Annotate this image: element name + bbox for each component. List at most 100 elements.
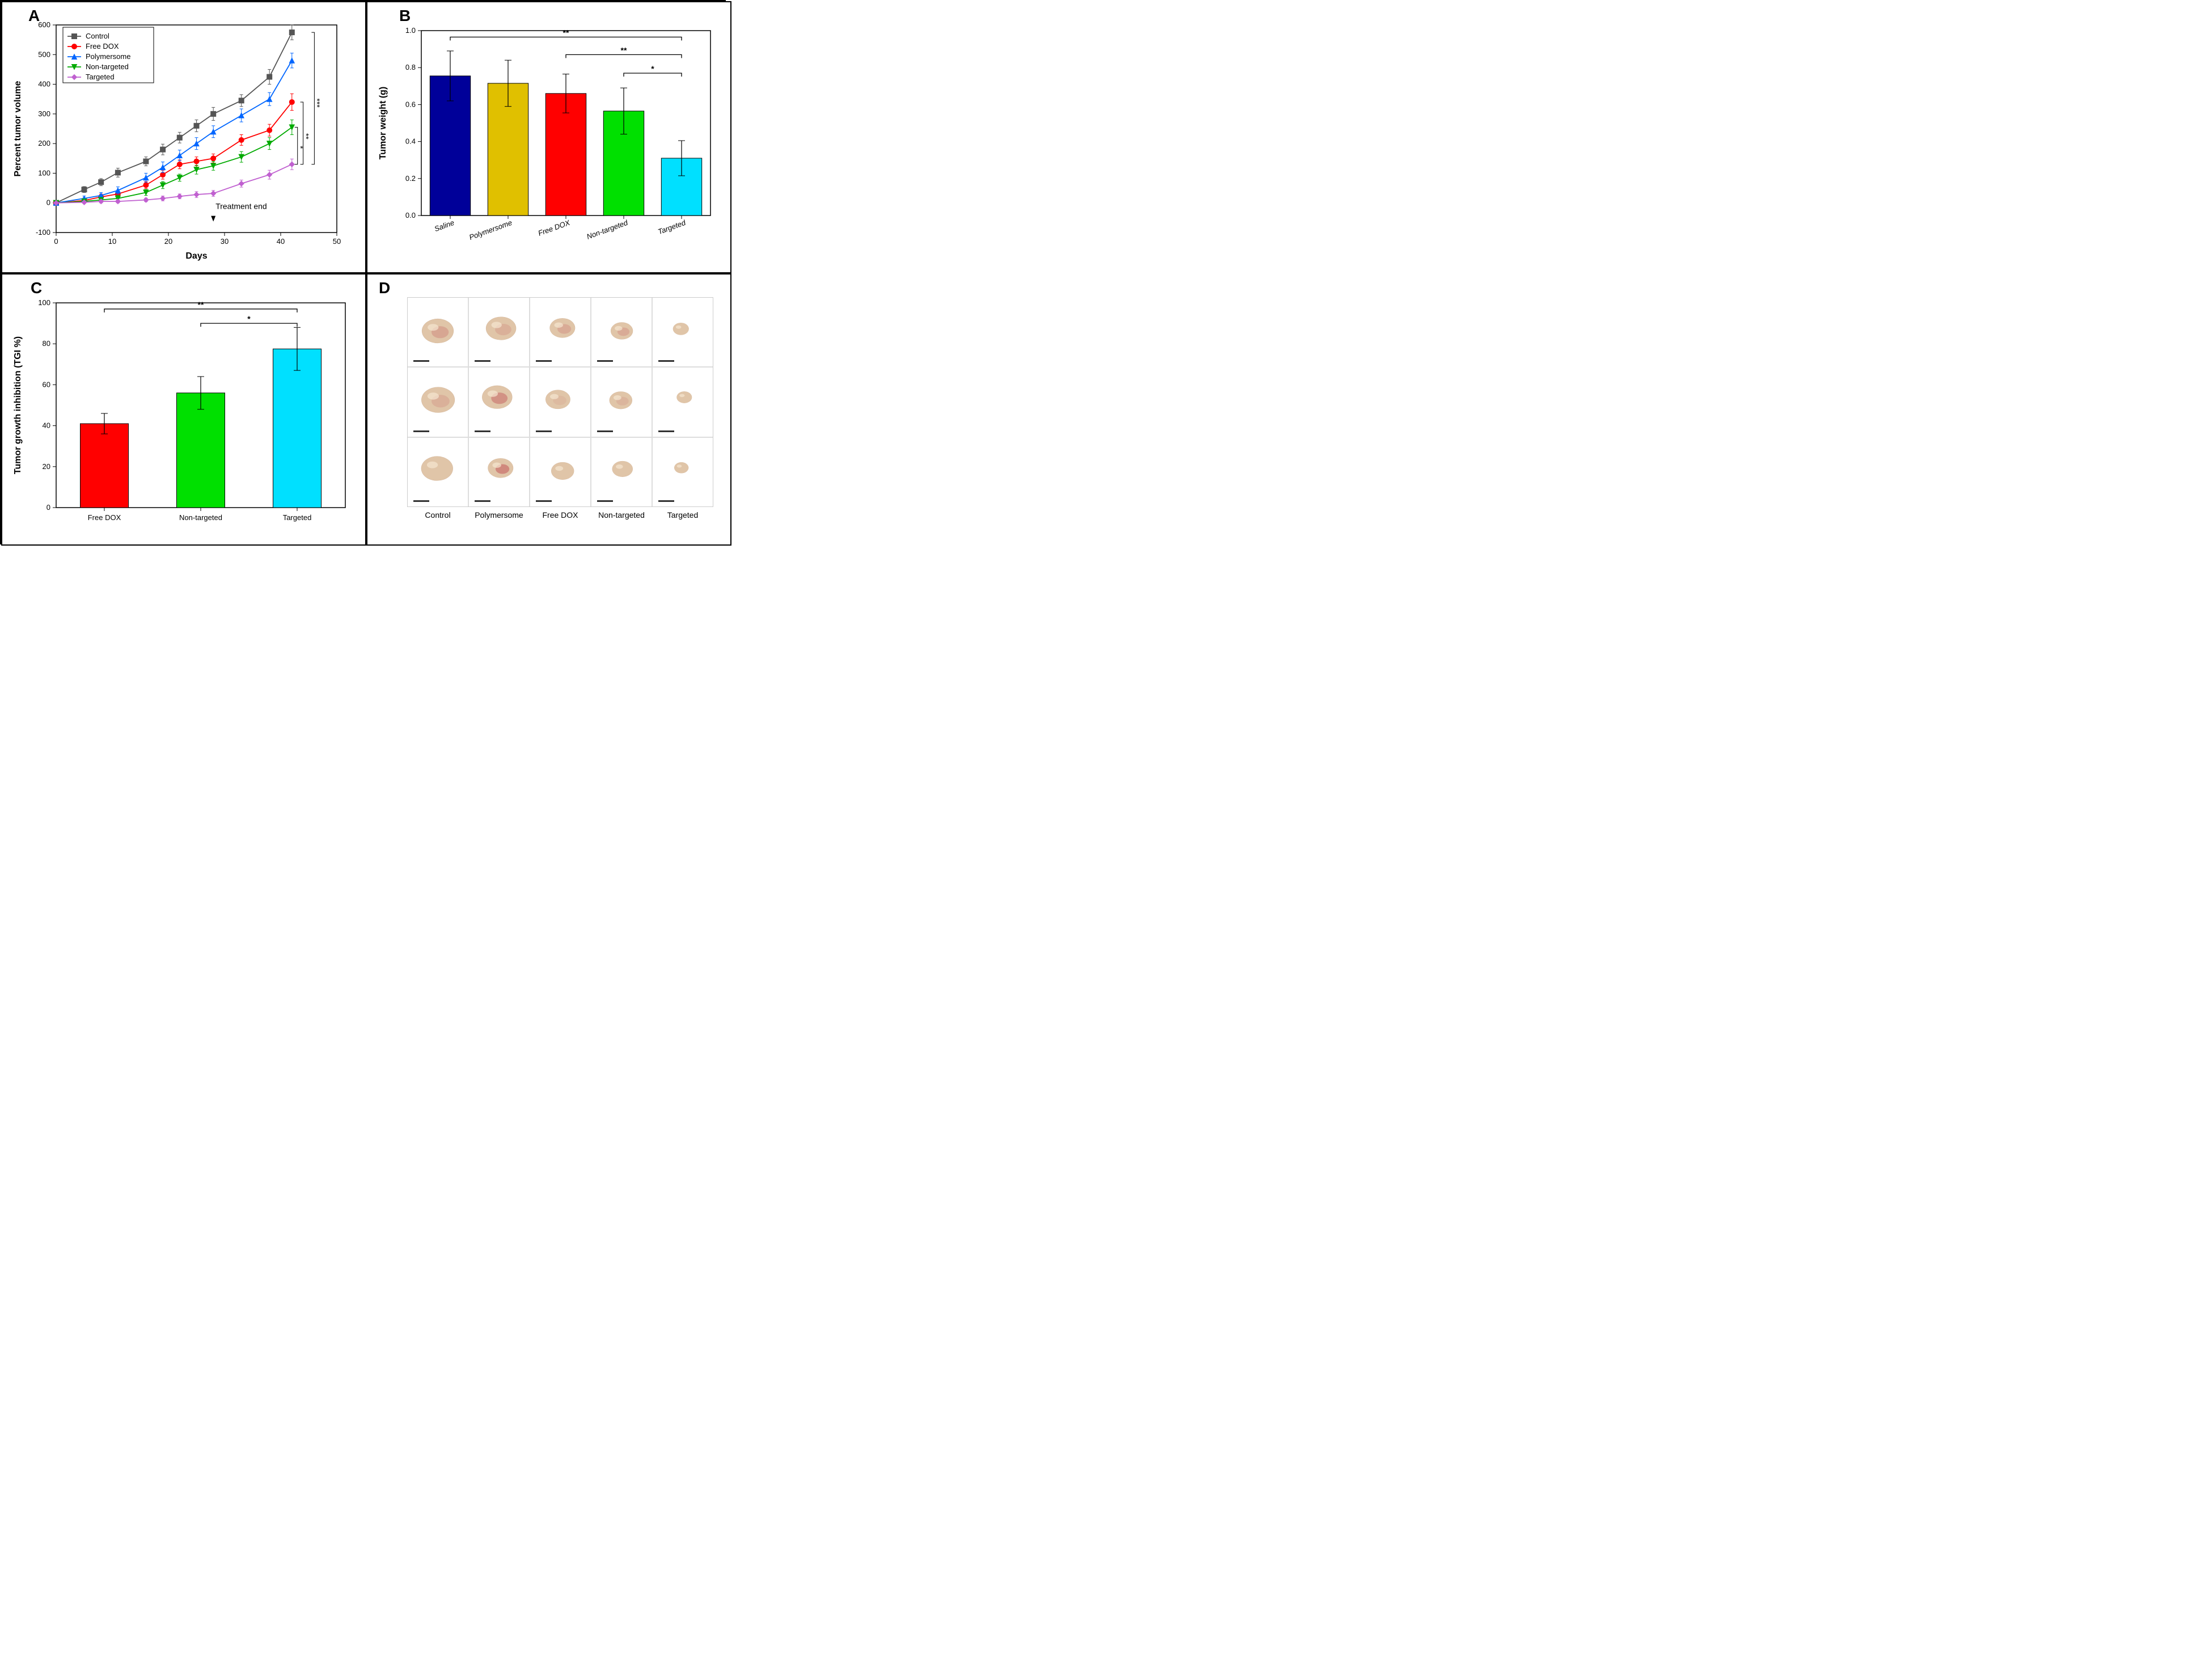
svg-text:Targeted: Targeted bbox=[657, 218, 687, 236]
svg-text:0.6: 0.6 bbox=[405, 100, 416, 108]
photo-col-label: Targeted bbox=[652, 510, 713, 520]
tumor-photo-cell bbox=[469, 298, 529, 366]
scale-bar bbox=[536, 500, 552, 502]
svg-text:Tumor growth inhibition (TGI %: Tumor growth inhibition (TGI %) bbox=[13, 336, 23, 474]
tumor-photo-cell bbox=[591, 368, 652, 436]
photo-col-label: Non-targeted bbox=[591, 510, 652, 520]
svg-text:Free DOX: Free DOX bbox=[88, 513, 121, 522]
svg-text:Free DOX: Free DOX bbox=[537, 218, 572, 238]
svg-text:100: 100 bbox=[38, 298, 50, 307]
photo-col-label: Polymersome bbox=[468, 510, 530, 520]
svg-text:0.2: 0.2 bbox=[405, 174, 416, 183]
tumor-photo-cell bbox=[530, 368, 590, 436]
tumor-photo-cell bbox=[591, 438, 652, 506]
panel-b: B 0.0 0.2 0.4 0.6 0.8 1.0 Tumor weight (g) Sali… bbox=[366, 1, 731, 273]
svg-text:Targeted: Targeted bbox=[86, 73, 115, 81]
scale-bar bbox=[475, 500, 490, 502]
tumor-photo-cell bbox=[408, 438, 468, 506]
svg-text:30: 30 bbox=[221, 237, 229, 246]
photo-col-label: Control bbox=[407, 510, 468, 520]
tumor-photo-cell bbox=[530, 298, 590, 366]
svg-text:500: 500 bbox=[38, 50, 50, 58]
svg-text:*: * bbox=[247, 314, 251, 323]
svg-text:**: ** bbox=[198, 300, 204, 309]
svg-text:*: * bbox=[296, 146, 305, 149]
svg-text:100: 100 bbox=[38, 168, 50, 177]
panel-label-c: C bbox=[31, 279, 42, 297]
svg-text:Free DOX: Free DOX bbox=[86, 42, 119, 50]
svg-text:0: 0 bbox=[54, 237, 58, 246]
svg-text:50: 50 bbox=[333, 237, 341, 246]
svg-text:Polymersome: Polymersome bbox=[86, 52, 130, 61]
scale-bar bbox=[658, 500, 674, 502]
scale-bar bbox=[597, 360, 613, 362]
scale-bar bbox=[658, 430, 674, 432]
svg-text:*: * bbox=[651, 64, 654, 73]
line-chart-a: 01020304050-1000100200300400500600DaysPe… bbox=[8, 8, 359, 267]
svg-text:***: *** bbox=[313, 98, 322, 108]
tumor-photo-cell bbox=[469, 368, 529, 436]
svg-text:Control: Control bbox=[86, 32, 109, 40]
tumor-photo-cell bbox=[591, 298, 652, 366]
tumor-photo-cell bbox=[469, 438, 529, 506]
scale-bar bbox=[475, 360, 490, 362]
scale-bar bbox=[597, 500, 613, 502]
bar-chart-b: 0.0 0.2 0.4 0.6 0.8 1.0 Tumor weight (g) Saline… bbox=[373, 8, 725, 267]
scale-bar bbox=[413, 360, 429, 362]
svg-text:**: ** bbox=[302, 133, 311, 140]
panel-d: D ControlPolymersomeFree DOXNon-targeted… bbox=[366, 273, 731, 546]
svg-text:**: ** bbox=[563, 28, 569, 37]
svg-text:20: 20 bbox=[43, 462, 50, 471]
svg-text:40: 40 bbox=[277, 237, 285, 246]
svg-text:1.0: 1.0 bbox=[405, 26, 416, 35]
svg-text:0: 0 bbox=[46, 503, 50, 512]
scale-bar bbox=[536, 430, 552, 432]
panel-label-d: D bbox=[379, 279, 390, 297]
panel-a: A 01020304050-1000100200300400500600Days… bbox=[1, 1, 366, 273]
svg-text:0.4: 0.4 bbox=[405, 137, 416, 146]
photo-col-label: Free DOX bbox=[530, 510, 591, 520]
svg-text:Non-targeted: Non-targeted bbox=[86, 62, 129, 71]
svg-text:Days: Days bbox=[185, 251, 207, 261]
panel-label-b: B bbox=[399, 7, 411, 25]
svg-text:600: 600 bbox=[38, 20, 50, 29]
tumor-photo-cell bbox=[408, 298, 468, 366]
tumor-photo-grid bbox=[407, 297, 713, 507]
svg-text:-100: -100 bbox=[36, 228, 50, 236]
panel-c: C 0 20 40 60 80 100 Tumor growth inhibition (T… bbox=[1, 273, 366, 546]
svg-text:Non-targeted: Non-targeted bbox=[179, 513, 222, 522]
tumor-photo-cell bbox=[530, 438, 590, 506]
tumor-photo-cell bbox=[408, 368, 468, 436]
svg-text:Non-targeted: Non-targeted bbox=[586, 218, 629, 240]
svg-text:60: 60 bbox=[43, 380, 50, 388]
svg-text:0.0: 0.0 bbox=[405, 211, 416, 219]
svg-text:Targeted: Targeted bbox=[283, 513, 312, 522]
scale-bar bbox=[413, 500, 429, 502]
svg-text:10: 10 bbox=[108, 237, 116, 246]
svg-text:20: 20 bbox=[164, 237, 172, 246]
svg-text:Treatment end: Treatment end bbox=[215, 202, 267, 211]
svg-text:400: 400 bbox=[38, 80, 50, 88]
tumor-photo-cell bbox=[653, 368, 713, 436]
scale-bar bbox=[658, 360, 674, 362]
svg-text:Percent tumor volume: Percent tumor volume bbox=[13, 81, 23, 176]
scale-bar bbox=[597, 430, 613, 432]
tumor-photo-cell bbox=[653, 298, 713, 366]
svg-text:40: 40 bbox=[43, 421, 50, 430]
scale-bar bbox=[413, 430, 429, 432]
svg-text:Polymersome: Polymersome bbox=[468, 218, 513, 242]
svg-text:200: 200 bbox=[38, 139, 50, 147]
photo-column-labels: ControlPolymersomeFree DOXNon-targetedTa… bbox=[407, 510, 713, 520]
svg-text:300: 300 bbox=[38, 109, 50, 118]
svg-text:80: 80 bbox=[43, 339, 50, 348]
figure-grid: A 0 10 20 30 40 50 -100 0 100 200 300 400 500 600 Days… bbox=[0, 0, 726, 544]
scale-bar bbox=[475, 430, 490, 432]
svg-text:**: ** bbox=[621, 45, 627, 54]
panel-label-a: A bbox=[28, 7, 40, 25]
svg-text:Saline: Saline bbox=[433, 218, 455, 233]
svg-text:0.8: 0.8 bbox=[405, 63, 416, 71]
tumor-photo-cell bbox=[653, 438, 713, 506]
svg-text:Tumor weight (g): Tumor weight (g) bbox=[378, 87, 388, 160]
bar-chart-c: 0 20 40 60 80 100 Tumor growth inhibition (TGI… bbox=[8, 280, 359, 539]
scale-bar bbox=[536, 360, 552, 362]
